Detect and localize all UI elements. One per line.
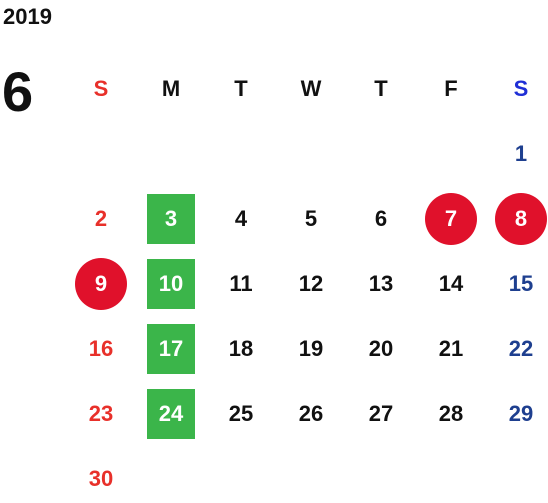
day-cell-28[interactable]: 28 [438,400,464,426]
day-cell-16[interactable]: 16 [88,335,114,361]
day-cell-24[interactable]: 24 [136,381,206,446]
day-cell-17[interactable]: 17 [136,316,206,381]
empty-day-cell [486,446,548,503]
day-cell-6[interactable]: 6 [374,205,388,231]
weekday-header-fri: F [444,75,458,101]
day-cell-12[interactable]: 12 [298,270,324,296]
day-cell-23[interactable]: 23 [88,400,114,426]
day-cell-27[interactable]: 27 [368,400,394,426]
day-cell-10[interactable]: 10 [136,251,206,316]
empty-day-cell [416,121,486,186]
holiday-circle-marker [425,192,477,245]
highlight-square-marker [147,258,195,309]
empty-day-cell [206,446,276,503]
highlight-square-marker [147,323,195,374]
empty-day-cell [136,446,206,503]
day-cell-5[interactable]: 5 [304,205,318,231]
holiday-circle-marker [75,257,127,310]
day-cell-13[interactable]: 13 [368,270,394,296]
weekday-header-sun: S [93,75,109,101]
day-cell-11[interactable]: 11 [229,270,253,296]
day-cell-7[interactable]: 7 [416,186,486,251]
weekday-header-tue: T [234,75,248,101]
weekday-header-mon: M [161,75,181,101]
weekday-header-sat: S [513,75,529,101]
day-cell-18[interactable]: 18 [228,335,254,361]
weekday-header-wed: W [300,75,322,101]
empty-day-cell [276,121,346,186]
empty-day-cell [66,121,136,186]
day-cell-3[interactable]: 3 [136,186,206,251]
empty-day-cell [346,446,416,503]
day-cell-26[interactable]: 26 [298,400,324,426]
day-cell-29[interactable]: 29 [508,400,534,426]
day-cell-22[interactable]: 22 [508,335,534,361]
holiday-circle-marker [495,192,547,245]
day-cell-14[interactable]: 14 [438,270,464,296]
day-cell-1[interactable]: 1 [514,140,528,166]
day-cell-20[interactable]: 20 [368,335,394,361]
day-cell-9[interactable]: 9 [66,251,136,316]
day-cell-2[interactable]: 2 [94,205,108,231]
empty-day-cell [416,446,486,503]
weekday-header-thu: T [374,75,388,101]
empty-day-cell [346,121,416,186]
month-number: 6 [2,60,34,123]
empty-day-cell [276,446,346,503]
year-label: 2019 [3,4,52,29]
highlight-square-marker [147,193,195,244]
day-cell-30[interactable]: 30 [88,465,114,491]
empty-day-cell [136,121,206,186]
day-cell-15[interactable]: 15 [508,270,534,296]
day-cell-19[interactable]: 19 [298,335,324,361]
day-cell-25[interactable]: 25 [228,400,254,426]
highlight-square-marker [147,388,195,439]
day-cell-21[interactable]: 21 [438,335,464,361]
calendar-grid: S M T W T F S 1 2 3 4 5 6 7 8 9 10 11 12… [66,56,548,503]
day-cell-8[interactable]: 8 [486,186,548,251]
empty-day-cell [206,121,276,186]
day-cell-4[interactable]: 4 [234,205,248,231]
